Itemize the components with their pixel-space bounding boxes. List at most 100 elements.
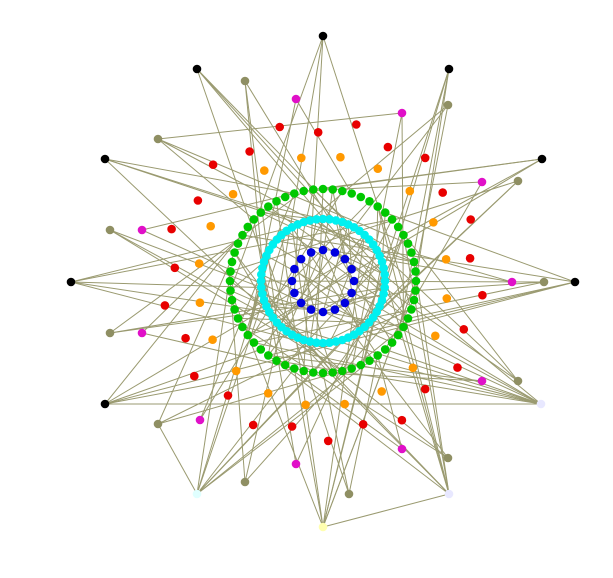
outer-black-node xyxy=(100,399,110,409)
red-node xyxy=(466,215,476,224)
graph-edge xyxy=(141,193,295,231)
graph-edge xyxy=(397,226,519,382)
graph-edge xyxy=(316,188,324,343)
cyan-node xyxy=(379,263,388,273)
green-node xyxy=(373,351,383,360)
orange-node xyxy=(231,366,241,376)
blue-node xyxy=(306,305,316,314)
green-node xyxy=(347,189,357,198)
magenta-node xyxy=(137,328,147,338)
orange-node xyxy=(373,164,383,173)
cyan-node xyxy=(312,215,321,224)
cyan-node xyxy=(325,215,334,224)
orange-node xyxy=(301,400,310,410)
green-node xyxy=(403,239,413,248)
graph-edge xyxy=(377,206,450,495)
graph-edge xyxy=(293,368,324,528)
outer-black-node xyxy=(318,31,328,41)
graph-edge xyxy=(276,322,542,405)
orange-node xyxy=(405,186,415,196)
magenta-node xyxy=(137,225,147,235)
graph-edge xyxy=(196,271,231,495)
green-node xyxy=(309,185,318,194)
green-node xyxy=(380,345,390,354)
green-node xyxy=(226,267,235,276)
graph-edge xyxy=(313,158,543,190)
cyan-node xyxy=(257,283,266,292)
pale-cyan-bottom-left-node xyxy=(192,489,202,499)
graph-edge xyxy=(403,326,450,495)
outer-olive-node xyxy=(539,277,549,287)
graph-edge xyxy=(196,230,288,495)
graph-edge xyxy=(309,189,334,342)
graph-edge xyxy=(316,218,542,405)
magenta-node xyxy=(477,177,487,187)
graph-edge xyxy=(157,138,409,245)
graph-edge xyxy=(322,493,450,528)
graph-edge xyxy=(157,316,374,425)
orange-node xyxy=(228,189,238,199)
node-layer xyxy=(66,31,580,532)
green-node xyxy=(365,356,374,366)
magenta-node xyxy=(291,94,301,104)
outer-black-node xyxy=(444,64,454,74)
cyan-node xyxy=(256,276,266,286)
green-node xyxy=(318,184,328,194)
green-node xyxy=(393,330,403,340)
graph-edge xyxy=(403,234,450,495)
green-node xyxy=(227,295,237,305)
graph-edge xyxy=(157,138,380,257)
orange-node xyxy=(297,153,306,163)
outer-olive-node xyxy=(443,100,453,110)
outer-black-node xyxy=(570,277,580,287)
graph-edge xyxy=(196,326,404,495)
outer-black-node xyxy=(66,277,76,287)
cyan-node xyxy=(257,270,266,279)
graph-edge xyxy=(351,112,403,369)
green-node xyxy=(356,360,366,370)
graph-edge xyxy=(276,322,449,459)
green-node xyxy=(318,368,328,378)
green-node xyxy=(256,208,266,217)
graph-edge xyxy=(266,200,370,307)
cyan-node xyxy=(331,337,341,346)
blue-node xyxy=(330,248,340,257)
red-node xyxy=(190,371,199,381)
blue-node xyxy=(330,305,340,314)
green-node xyxy=(387,215,397,224)
green-node xyxy=(243,330,253,340)
green-node xyxy=(230,305,239,314)
outer-olive-node xyxy=(105,328,115,338)
green-node xyxy=(356,192,366,202)
red-node xyxy=(313,128,323,137)
blue-node xyxy=(340,298,350,308)
green-node xyxy=(225,276,235,286)
orange-node xyxy=(208,335,217,345)
blue-node xyxy=(306,248,316,257)
graph-edge xyxy=(276,201,324,528)
graph-edge xyxy=(253,281,545,344)
graph-edge xyxy=(104,158,295,194)
graph-edge xyxy=(267,355,450,495)
graph-edge xyxy=(196,339,343,495)
graph-edge xyxy=(401,112,404,328)
graph-edge xyxy=(281,234,576,283)
graph-edge xyxy=(196,68,265,262)
graph-edge xyxy=(199,193,295,421)
blue-node xyxy=(349,276,359,286)
graph-edge xyxy=(415,68,450,282)
graph-edge xyxy=(291,334,450,495)
green-node xyxy=(290,364,299,373)
graph-edge xyxy=(237,317,370,323)
green-node xyxy=(338,186,347,196)
graph-edge xyxy=(397,68,450,336)
green-node xyxy=(299,366,309,376)
cyan-node xyxy=(380,270,390,279)
green-node xyxy=(309,368,318,377)
graph-edge xyxy=(157,423,198,495)
green-node xyxy=(249,338,259,347)
pale-lavender-right-node xyxy=(536,399,546,409)
graph-edge xyxy=(157,370,343,425)
green-node xyxy=(272,356,281,366)
outer-olive-node xyxy=(153,134,163,144)
